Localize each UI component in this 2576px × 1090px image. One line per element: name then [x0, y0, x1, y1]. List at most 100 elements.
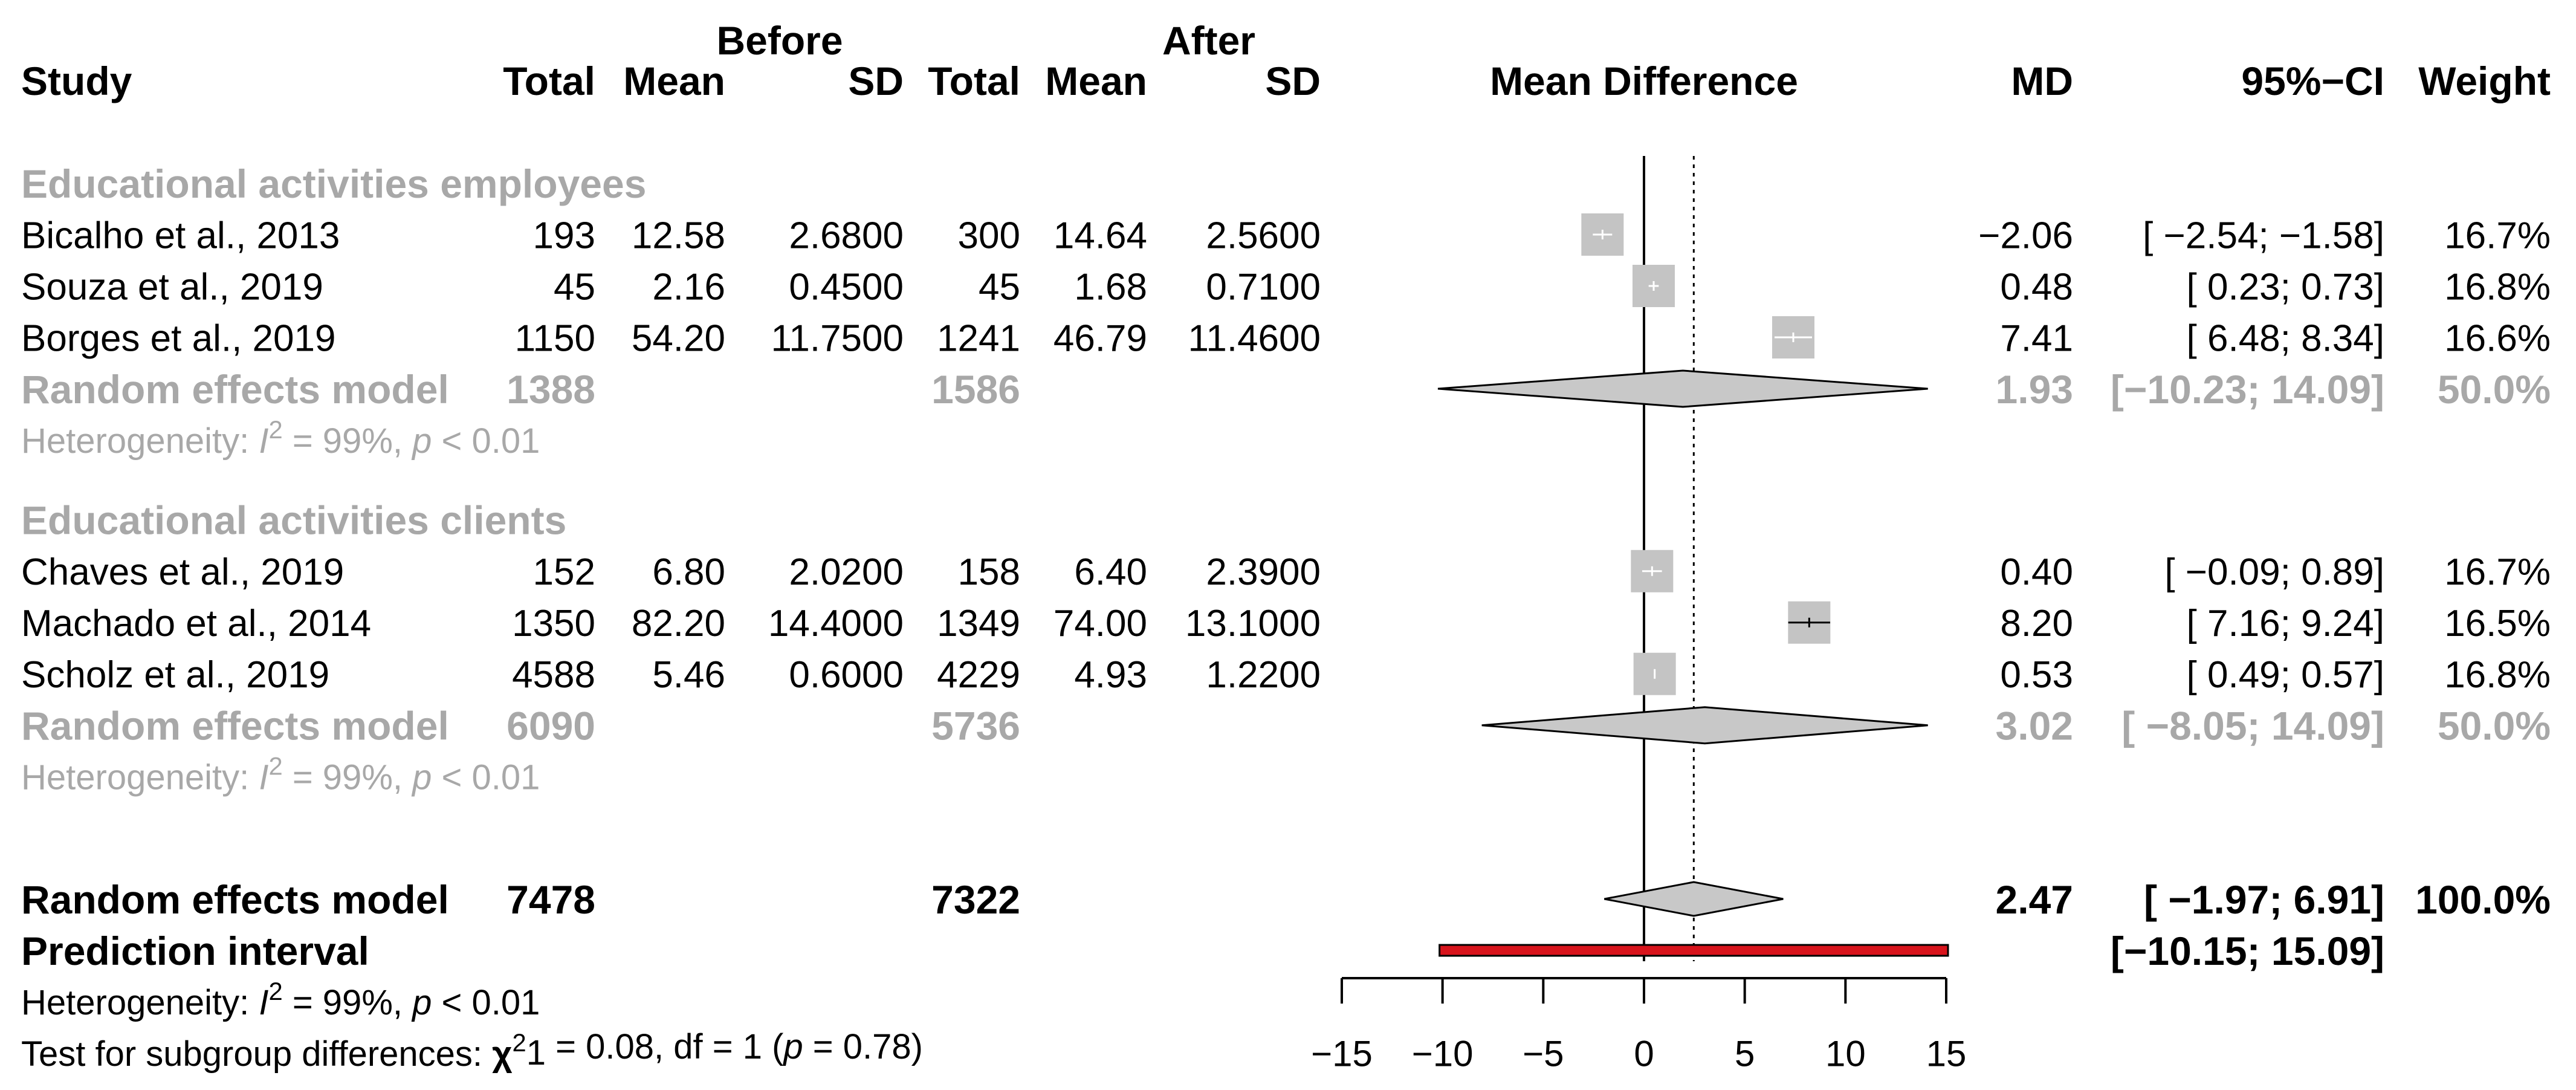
x-tick-label: 5: [1735, 1034, 1755, 1074]
prediction-interval-label: Prediction interval: [21, 929, 369, 973]
mean-after: 4.93: [1074, 654, 1147, 696]
subgroup-ci: [ −8.05; 14.09]: [2121, 704, 2384, 748]
overall-diamond: [1604, 881, 1784, 917]
x-tick-label: 15: [1926, 1034, 1967, 1074]
header-mean-before: Mean: [623, 59, 725, 103]
mean-after: 14.64: [1053, 215, 1147, 256]
subgroup-total-before: 6090: [506, 704, 595, 748]
md-value: 8.20: [2000, 603, 2073, 644]
sd-before: 14.4000: [768, 603, 904, 644]
sd-before: 2.6800: [789, 215, 904, 256]
total-before: 45: [554, 266, 595, 308]
mean-before: 12.58: [632, 215, 725, 256]
sd-after: 1.2200: [1206, 654, 1321, 696]
overall-model-label: Random effects model: [21, 877, 449, 922]
mean-before: 6.80: [652, 551, 725, 593]
sd-before: 0.4500: [789, 266, 904, 308]
subgroup-md: 3.02: [1996, 704, 2073, 748]
subgroup-differences-test: Test for subgroup differences: χ21 = 0.0…: [21, 1027, 923, 1074]
header-total-before: Total: [503, 59, 595, 103]
study-name: Chaves et al., 2019: [21, 551, 344, 593]
total-before: 1150: [515, 317, 595, 359]
md-value: 0.53: [2000, 654, 2073, 696]
header-sd-before: SD: [848, 59, 904, 103]
subgroup-total-before: 1388: [506, 367, 595, 412]
md-value: 0.40: [2000, 551, 2073, 593]
header-before: Before: [716, 18, 843, 63]
header-study: Study: [21, 59, 132, 103]
ci-value: [ 7.16; 9.24]: [2187, 603, 2384, 644]
subgroup-heterogeneity: Heterogeneity: I2 = 99%, p < 0.01: [21, 752, 540, 797]
subgroup-weight: 50.0%: [2438, 704, 2551, 748]
header-mean-difference: Mean Difference: [1490, 59, 1798, 103]
mean-before: 5.46: [652, 654, 725, 696]
weight-value: 16.6%: [2444, 317, 2551, 359]
total-before: 193: [533, 215, 595, 256]
subgroup-heterogeneity: Heterogeneity: I2 = 99%, p < 0.01: [21, 415, 540, 461]
subgroup-total-after: 5736: [931, 704, 1020, 748]
md-value: 7.41: [2000, 317, 2073, 359]
study-name: Scholz et al., 2019: [21, 654, 329, 696]
total-after: 45: [979, 266, 1020, 308]
x-tick-label: 0: [1634, 1034, 1654, 1074]
prediction-interval-bar: [1438, 944, 1949, 957]
sd-before: 2.0200: [789, 551, 904, 593]
weight-value: 16.7%: [2444, 215, 2551, 256]
study-name: Machado et al., 2014: [21, 603, 371, 644]
overall-total-before: 7478: [506, 877, 595, 922]
ci-value: [ −2.54; −1.58]: [2143, 215, 2384, 256]
subgroup-md: 1.93: [1996, 367, 2073, 412]
subgroup-title: Educational activities employees: [21, 161, 646, 206]
mean-before: 82.20: [632, 603, 725, 644]
total-after: 4229: [937, 654, 1020, 696]
subgroup-ci: [−10.23; 14.09]: [2111, 367, 2384, 412]
total-after: 158: [958, 551, 1020, 593]
study-name: Souza et al., 2019: [21, 266, 323, 308]
total-after: 1241: [937, 317, 1020, 359]
mean-after: 74.00: [1053, 603, 1147, 644]
header-total-after: Total: [928, 59, 1020, 103]
header-weight: Weight: [2418, 59, 2551, 103]
sd-after: 2.3900: [1206, 551, 1321, 593]
sd-after: 2.5600: [1206, 215, 1321, 256]
ci-value: [ 0.23; 0.73]: [2187, 266, 2384, 308]
mean-after: 6.40: [1074, 551, 1147, 593]
study-name: Bicalho et al., 2013: [21, 215, 340, 256]
mean-before: 2.16: [652, 266, 725, 308]
weight-value: 16.8%: [2444, 654, 2551, 696]
total-after: 300: [958, 215, 1020, 256]
sd-after: 0.7100: [1206, 266, 1321, 308]
subgroup-total-after: 1586: [931, 367, 1020, 412]
weight-value: 16.5%: [2444, 603, 2551, 644]
subgroup-diamond: [1481, 706, 1928, 745]
total-before: 4588: [512, 654, 595, 696]
overall-weight: 100.0%: [2415, 877, 2551, 922]
weight-value: 16.8%: [2444, 266, 2551, 308]
ci-value: [ 6.48; 8.34]: [2187, 317, 2384, 359]
x-tick-label: −5: [1523, 1034, 1564, 1074]
total-after: 1349: [937, 603, 1020, 644]
ci-value: [ −0.09; 0.89]: [2164, 551, 2384, 593]
ci-value: [ 0.49; 0.57]: [2187, 654, 2384, 696]
subgroup-model-label: Random effects model: [21, 704, 449, 748]
mean-after: 1.68: [1074, 266, 1147, 308]
x-tick-label: −10: [1412, 1034, 1474, 1074]
md-value: 0.48: [2000, 266, 2073, 308]
overall-heterogeneity: Heterogeneity: I2 = 99%, p < 0.01: [21, 977, 540, 1022]
total-before: 1350: [512, 603, 595, 644]
subgroup-weight: 50.0%: [2438, 367, 2551, 412]
overall-total-after: 7322: [931, 877, 1020, 922]
subgroup-title: Educational activities clients: [21, 498, 566, 543]
header-sd-after: SD: [1265, 59, 1321, 103]
x-tick-label: 10: [1825, 1034, 1866, 1074]
subgroup-model-label: Random effects model: [21, 367, 449, 412]
header-ci: 95%−CI: [2241, 59, 2384, 103]
md-value: −2.06: [1978, 215, 2073, 256]
header-after: After: [1162, 18, 1255, 63]
weight-value: 16.7%: [2444, 551, 2551, 593]
sd-before: 11.7500: [771, 317, 904, 359]
sd-after: 13.1000: [1185, 603, 1321, 644]
study-name: Borges et al., 2019: [21, 317, 335, 359]
mean-before: 54.20: [632, 317, 725, 359]
